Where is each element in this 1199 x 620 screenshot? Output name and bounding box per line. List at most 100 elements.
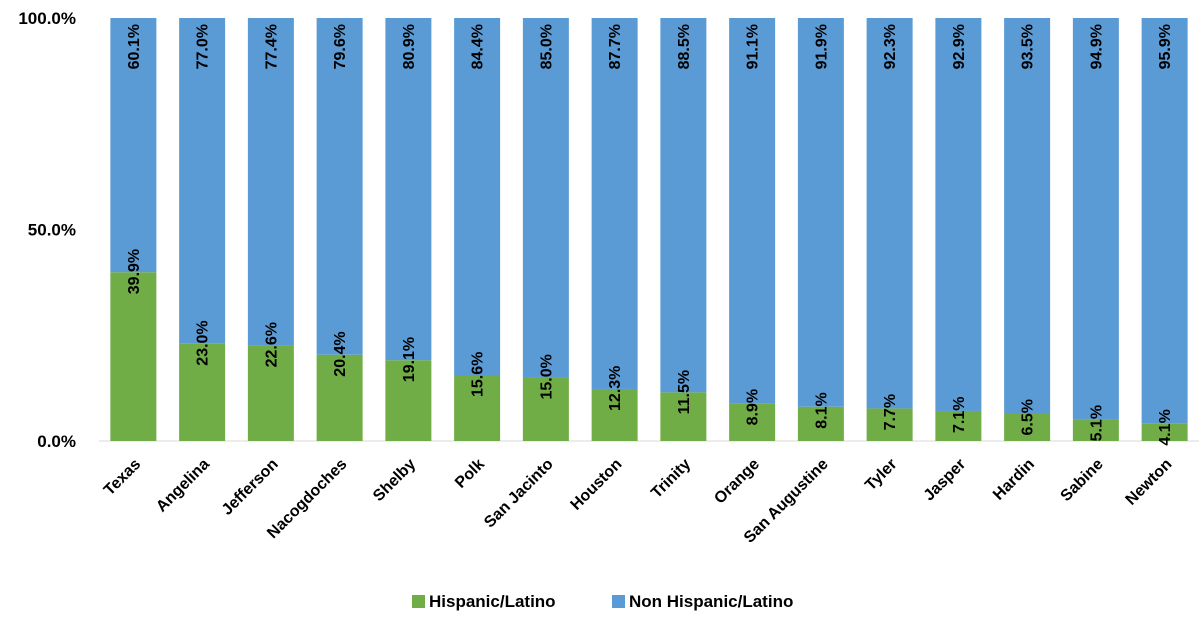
- data-label-hispanic: 15.6%: [470, 352, 487, 397]
- bar-non-hispanic-latino: [591, 18, 638, 389]
- x-category-label: Trinity: [648, 456, 694, 502]
- data-label-hispanic: 4.1%: [1157, 409, 1174, 445]
- y-tick-label: 0.0%: [37, 432, 76, 451]
- legend-item: Non Hispanic/Latino: [612, 592, 793, 611]
- x-category-label: Jasper: [921, 456, 970, 505]
- data-label-non-hispanic: 88.5%: [676, 24, 693, 69]
- bar-non-hispanic-latino: [866, 18, 913, 409]
- bar-hispanic-latino: [797, 406, 844, 441]
- data-label-hispanic: 22.6%: [263, 322, 280, 367]
- bar-hispanic-latino: [1072, 419, 1119, 441]
- x-category-label: Newton: [1123, 456, 1176, 509]
- x-category-label: Houston: [568, 456, 626, 514]
- legend-item: Hispanic/Latino: [412, 592, 556, 611]
- bar-non-hispanic-latino: [1072, 18, 1119, 420]
- bar-group: 95.9% 4.1% Newton: [1123, 18, 1188, 509]
- bar-hispanic-latino: [385, 360, 432, 441]
- bar-non-hispanic-latino: [179, 18, 226, 344]
- x-category-label: Orange: [711, 456, 763, 508]
- bar-non-hispanic-latino: [1004, 18, 1051, 414]
- data-label-non-hispanic: 91.9%: [813, 24, 830, 69]
- bar-group: 60.1% 39.9% Texas: [101, 18, 157, 499]
- bar-group: 92.9% 7.1% Jasper: [921, 18, 982, 504]
- data-label-hispanic: 15.0%: [538, 354, 555, 399]
- bar-group: 87.7% 12.3% Houston: [568, 18, 638, 514]
- bar-group: 88.5% 11.5% Trinity: [648, 18, 707, 502]
- data-label-hispanic: 19.1%: [401, 337, 418, 382]
- data-label-non-hispanic: 91.1%: [745, 24, 762, 69]
- bar-non-hispanic-latino: [522, 18, 569, 378]
- legend: Hispanic/Latino Non Hispanic/Latino: [412, 592, 793, 611]
- bar-non-hispanic-latino: [797, 18, 844, 407]
- x-category-label: Jefferson: [219, 456, 282, 519]
- y-tick-label: 100.0%: [18, 9, 76, 28]
- legend-swatch: [412, 595, 425, 608]
- data-label-non-hispanic: 87.7%: [607, 24, 624, 69]
- data-label-non-hispanic: 84.4%: [470, 24, 487, 69]
- legend-label: Hispanic/Latino: [429, 592, 556, 611]
- bar-group: 94.9% 5.1% Sabine: [1058, 18, 1119, 505]
- data-label-non-hispanic: 77.0%: [195, 24, 212, 69]
- data-label-hispanic: 12.3%: [607, 366, 624, 411]
- legend-swatch: [612, 595, 625, 608]
- bar-non-hispanic-latino: [729, 18, 776, 404]
- x-category-label: Shelby: [370, 456, 419, 505]
- bar-group: 84.4% 15.6% Polk: [452, 18, 501, 492]
- data-label-non-hispanic: 77.4%: [263, 24, 280, 69]
- data-label-hispanic: 6.5%: [1020, 399, 1037, 435]
- bar-hispanic-latino: [179, 343, 226, 441]
- bar-group: 93.5% 6.5% Hardin: [990, 18, 1051, 504]
- data-label-non-hispanic: 93.5%: [1020, 24, 1037, 69]
- bar-non-hispanic-latino: [385, 18, 432, 361]
- y-tick-label: 50.0%: [28, 221, 76, 240]
- x-category-label: Hardin: [990, 456, 1038, 504]
- bar-hispanic-latino: [247, 345, 294, 441]
- bar-non-hispanic-latino: [660, 18, 707, 393]
- bar-non-hispanic-latino: [935, 18, 982, 411]
- bar-hispanic-latino: [866, 408, 913, 441]
- bar-hispanic-latino: [660, 392, 707, 441]
- bar-hispanic-latino: [522, 377, 569, 441]
- bar-non-hispanic-latino: [247, 18, 294, 346]
- data-label-hispanic: 23.0%: [195, 320, 212, 365]
- data-label-hispanic: 7.7%: [882, 394, 899, 430]
- data-label-non-hispanic: 79.6%: [332, 24, 349, 69]
- data-label-non-hispanic: 95.9%: [1157, 24, 1174, 69]
- bar-group: 80.9% 19.1% Shelby: [370, 18, 432, 505]
- bar-group: 91.1% 8.9% Orange: [711, 18, 776, 508]
- x-category-label: Tyler: [862, 456, 900, 494]
- bar-hispanic-latino: [316, 354, 363, 441]
- data-label-non-hispanic: 60.1%: [126, 24, 143, 69]
- data-label-non-hispanic: 80.9%: [401, 24, 418, 69]
- x-category-label: Polk: [452, 456, 488, 492]
- data-label-hispanic: 8.9%: [745, 389, 762, 425]
- bar-hispanic-latino: [110, 272, 157, 441]
- data-label-hispanic: 5.1%: [1088, 405, 1105, 441]
- bar-hispanic-latino: [1004, 413, 1051, 441]
- bar-group: 77.4% 22.6% Jefferson: [219, 18, 294, 519]
- x-category-label: Texas: [101, 456, 144, 499]
- bar-non-hispanic-latino: [1141, 18, 1188, 424]
- x-category-label: Sabine: [1058, 456, 1107, 505]
- bar-hispanic-latino: [935, 410, 982, 441]
- bar-hispanic-latino: [591, 388, 638, 441]
- data-label-hispanic: 20.4%: [332, 331, 349, 376]
- data-label-hispanic: 7.1%: [951, 396, 968, 432]
- bar-group: 92.3% 7.7% Tyler: [862, 18, 913, 494]
- legend-label: Non Hispanic/Latino: [629, 592, 793, 611]
- bar-non-hispanic-latino: [454, 18, 501, 376]
- bar-hispanic-latino: [454, 375, 501, 441]
- bar-hispanic-latino: [729, 403, 776, 441]
- data-label-non-hispanic: 92.9%: [951, 24, 968, 69]
- data-label-hispanic: 39.9%: [126, 249, 143, 294]
- data-label-hispanic: 8.1%: [813, 392, 830, 428]
- data-label-non-hispanic: 85.0%: [538, 24, 555, 69]
- data-label-non-hispanic: 92.3%: [882, 24, 899, 69]
- x-category-label: Angelina: [153, 456, 213, 516]
- bar-non-hispanic-latino: [110, 18, 157, 273]
- data-label-non-hispanic: 94.9%: [1088, 24, 1105, 69]
- bar-non-hispanic-latino: [316, 18, 363, 355]
- bar-hispanic-latino: [1141, 423, 1188, 441]
